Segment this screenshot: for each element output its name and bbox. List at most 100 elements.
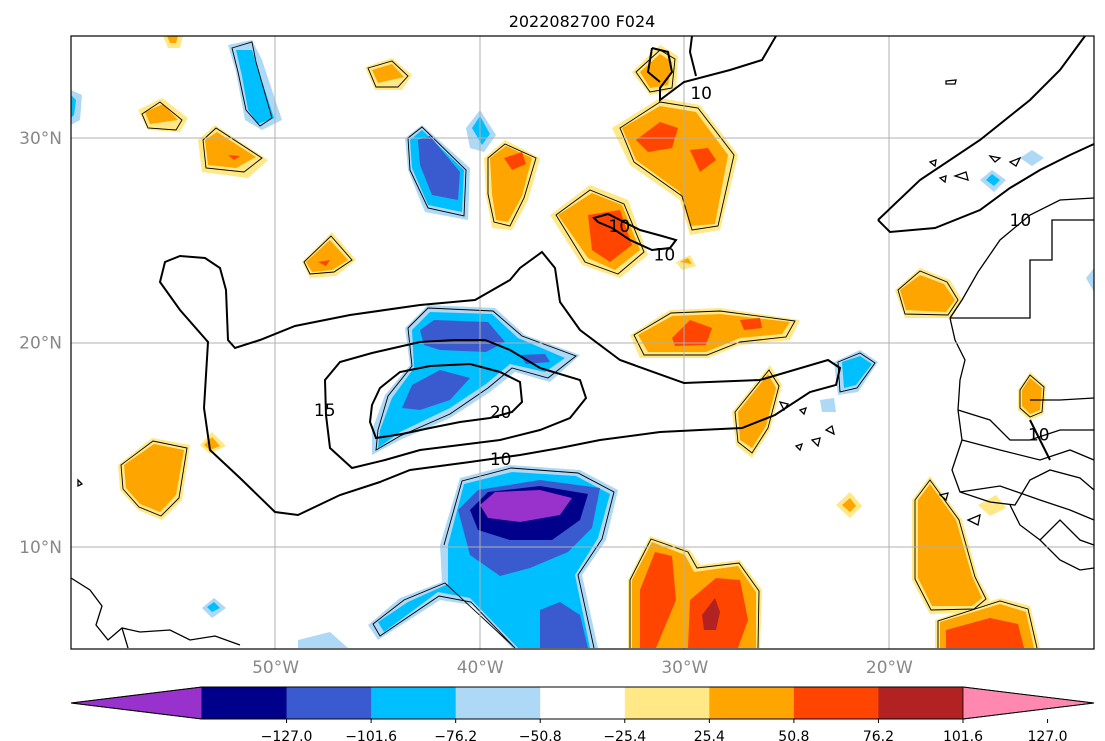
thin-contour (937, 600, 1038, 649)
contour-10-north-2 (646, 47, 661, 83)
colorbar-tick-label: 101.6 (943, 729, 983, 741)
gridlines (71, 36, 1094, 649)
border-line (950, 219, 1094, 319)
colorbar-swatch (793, 687, 879, 719)
shaded-region (946, 618, 1024, 648)
shaded-region (480, 490, 572, 522)
thin-contour (629, 538, 760, 649)
shaded-region (420, 320, 505, 352)
thin-contour (734, 369, 780, 454)
shaded-region (740, 318, 762, 330)
map-title: 2022082700 F024 (509, 12, 656, 31)
contour-label: 20 (490, 403, 512, 423)
thin-contour (202, 127, 263, 173)
lat-tick-label: 10°N (19, 538, 62, 558)
shaded-region (402, 370, 470, 410)
coastline (1009, 504, 1095, 571)
colorbar-tick-label: −127.0 (261, 729, 313, 741)
border-line (959, 485, 1095, 521)
colorbar-tick-label: −101.6 (345, 729, 397, 741)
thin-contour (372, 467, 615, 649)
colorbar-outline (70, 686, 1095, 720)
shaded-region (1020, 150, 1044, 166)
contour-20 (368, 362, 524, 440)
shaded-region (372, 64, 404, 83)
contour-label: 10 (1010, 211, 1032, 231)
island (988, 155, 1002, 163)
shaded-region (204, 437, 220, 450)
island (824, 424, 835, 436)
colorbar-extend-high (962, 686, 1095, 720)
shaded-region (71, 95, 76, 118)
colorbar-swatch (624, 687, 710, 719)
colorbar-swatch (455, 687, 541, 719)
coastline (121, 627, 129, 649)
shaded-region (205, 132, 256, 168)
thin-contour (231, 41, 273, 127)
contour-label: 10 (654, 246, 676, 266)
island (1008, 156, 1022, 167)
shaded-region (640, 552, 676, 648)
contour-15 (323, 339, 588, 470)
thin-contour (837, 352, 876, 393)
contour-label: 15 (314, 401, 336, 421)
thin-contour (375, 307, 577, 451)
thin-contour (487, 143, 537, 227)
coastline (949, 197, 1095, 319)
shaded-region (236, 50, 274, 124)
thin-contour (141, 101, 183, 131)
shaded-region (672, 320, 712, 346)
shaded-region (680, 258, 692, 264)
lon-tick-label: 30°W (661, 658, 708, 678)
contour-label: 10 (690, 84, 712, 104)
island (945, 79, 957, 85)
island (938, 492, 949, 502)
contour-label: 10 (1028, 425, 1050, 445)
colorbar-swatch (371, 687, 457, 719)
colorbar: −127.0 −101.6 −76.2 −50.8 −25.4 25.4 50.8 76.2 1… (70, 686, 1095, 741)
colorbar-swatch (878, 687, 964, 719)
island (810, 437, 821, 448)
shaded-region (306, 240, 348, 272)
island (966, 513, 981, 526)
island (798, 406, 808, 416)
shaded-region (1022, 378, 1042, 414)
contour-10-west (158, 250, 842, 517)
contour-10-north (651, 35, 777, 102)
lat-tick-label: 20°N (19, 334, 62, 354)
border-line (1039, 519, 1095, 546)
contour-label: 10 (609, 217, 631, 237)
colorbar-swatch (540, 687, 626, 719)
shaded-region (540, 602, 588, 648)
island (77, 478, 84, 488)
shaded-region (978, 495, 1006, 516)
colorbar-tick-label: 127.0 (1028, 729, 1068, 741)
geographic-boundaries (70, 79, 1095, 649)
shaded-region (228, 155, 240, 160)
colorbar-extend-low (70, 686, 203, 720)
island (938, 175, 947, 184)
lon-tick-label: 20°W (866, 658, 913, 678)
thick-contours (158, 35, 1095, 517)
shaded-region (900, 275, 955, 312)
thin-contour (914, 479, 987, 611)
shaded-region (167, 36, 178, 43)
shaded-region (636, 122, 678, 152)
colorbar-swatches (70, 686, 1095, 720)
colorbar-swatch (286, 687, 372, 719)
map-frame (70, 35, 1095, 650)
contour-10-se (1029, 419, 1051, 461)
shaded-region (145, 104, 178, 124)
shaded-anomaly-layer (71, 36, 1094, 648)
colorbar-swatch (709, 687, 795, 719)
colorbar-tick-label: 50.8 (778, 729, 809, 741)
shaded-region (504, 152, 526, 170)
thin-contour (555, 189, 645, 275)
colorbar-tick-label: −25.4 (603, 729, 646, 741)
shaded-region (298, 632, 348, 648)
shaded-region (418, 136, 460, 200)
colorbar-tick-label: 76.2 (863, 729, 894, 741)
thin-contour (303, 235, 353, 275)
shaded-region (702, 598, 720, 630)
